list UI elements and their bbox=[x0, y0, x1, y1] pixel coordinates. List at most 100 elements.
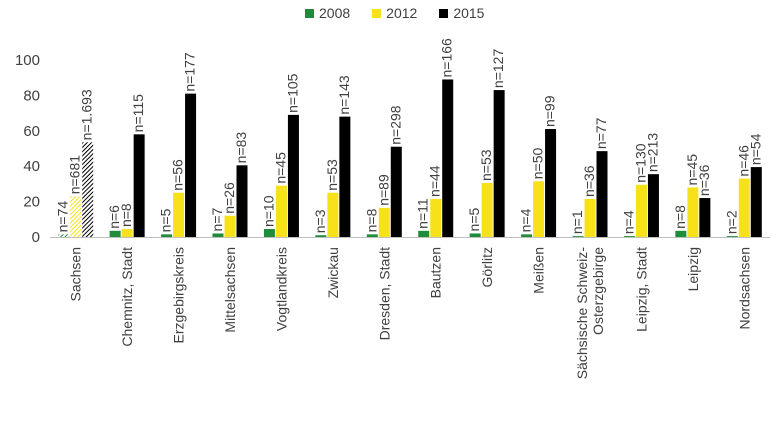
bar-2008 bbox=[572, 236, 584, 237]
bar-value-label: n=143 bbox=[336, 75, 352, 115]
bar-2012 bbox=[533, 181, 545, 237]
legend-swatch-2015 bbox=[439, 8, 449, 18]
x-tick-label: Erzgebirgskreis bbox=[171, 247, 187, 343]
bar-value-label: n=53 bbox=[324, 159, 340, 191]
x-tick-label: Zwickau bbox=[325, 247, 341, 298]
bar-2015 bbox=[185, 93, 197, 237]
bar-labels: n=74n=681n=1.693n=6n=8n=115n=5n=56n=177n… bbox=[55, 38, 764, 234]
x-tick-label: Leipzig, Stadt bbox=[633, 247, 649, 332]
legend-label-2012: 2012 bbox=[386, 5, 418, 21]
bar-2012 bbox=[173, 192, 185, 237]
bar-value-label: n=26 bbox=[221, 182, 237, 214]
legend-item-2012: 2012 bbox=[372, 5, 417, 21]
legend-label-2015: 2015 bbox=[453, 5, 485, 21]
x-tick-label: Leipzig bbox=[685, 247, 701, 291]
bar-value-label: n=53 bbox=[478, 149, 494, 181]
bar-2015 bbox=[287, 114, 299, 237]
y-tick-label: 80 bbox=[23, 87, 40, 104]
legend-swatch-2008 bbox=[305, 8, 314, 18]
legend: 2008 2012 2015 bbox=[305, 5, 484, 21]
bar-value-label: n=45 bbox=[684, 154, 700, 186]
bar-value-label: n=105 bbox=[284, 73, 300, 113]
bar-value-label: n=45 bbox=[272, 152, 288, 184]
bar-2008 bbox=[366, 234, 378, 237]
bar-value-label: n=36 bbox=[581, 165, 597, 197]
bar-value-label: n=74 bbox=[55, 201, 71, 233]
bar-2012 bbox=[378, 207, 390, 237]
bar-2008 bbox=[623, 236, 635, 237]
bar-value-label: n=127 bbox=[490, 49, 506, 89]
bar-value-label: n=6 bbox=[106, 205, 122, 229]
bar-2015 bbox=[82, 142, 94, 237]
bar-2015 bbox=[647, 174, 659, 237]
bar-2012 bbox=[635, 184, 647, 237]
legend-label-2008: 2008 bbox=[319, 5, 351, 21]
bar-value-label: n=177 bbox=[182, 52, 198, 92]
bar-2015 bbox=[699, 198, 711, 237]
bar-2015 bbox=[236, 165, 248, 237]
bar-2012 bbox=[224, 215, 236, 237]
bar-value-label: n=130 bbox=[632, 143, 648, 183]
bar-value-label: n=36 bbox=[696, 164, 712, 196]
bars bbox=[58, 79, 762, 237]
bar-value-label: n=50 bbox=[530, 147, 546, 179]
x-axis: Sachsen Chemnitz, Stadt Erzgebirgskreis Mit… bbox=[50, 237, 770, 380]
bar-value-label: n=44 bbox=[427, 165, 443, 197]
bar-2012 bbox=[481, 183, 493, 237]
bar-value-label: n=8 bbox=[363, 208, 379, 232]
x-tick-label: Bautzen bbox=[428, 247, 444, 298]
bar-2012 bbox=[70, 196, 82, 237]
bar-value-label: n=54 bbox=[747, 133, 763, 165]
x-tick-label: Chemnitz, Stadt bbox=[119, 247, 135, 347]
bar-2015 bbox=[596, 151, 608, 237]
bar-value-label: n=3 bbox=[312, 209, 328, 233]
bar-value-label: n=5 bbox=[466, 207, 482, 231]
x-tick-label: Nordsachsen bbox=[736, 247, 752, 330]
x-tick-label: Osterzgebirge bbox=[590, 247, 606, 335]
bar-value-label: n=83 bbox=[233, 132, 249, 164]
bar-2008 bbox=[469, 233, 481, 237]
x-tick-label: Görlitz bbox=[479, 247, 495, 287]
y-tick-label: 20 bbox=[23, 194, 40, 211]
bar-value-label: n=681 bbox=[67, 155, 83, 195]
x-tick-label: Vogtlandkreis bbox=[273, 247, 289, 331]
x-tick-label: Meißen bbox=[531, 247, 547, 294]
bar-value-label: n=213 bbox=[644, 133, 660, 173]
bar-value-label: n=4 bbox=[620, 210, 636, 234]
bar-2008 bbox=[315, 235, 327, 237]
y-axis: 0 20 40 60 80 100 bbox=[15, 52, 40, 246]
bar-value-label: n=1 bbox=[569, 210, 585, 234]
bar-2012 bbox=[738, 178, 750, 237]
y-tick-label: 100 bbox=[15, 52, 40, 69]
bar-value-label: n=115 bbox=[130, 94, 146, 132]
x-tick-label: Sachsen bbox=[68, 247, 84, 301]
legend-item-2008: 2008 bbox=[305, 5, 350, 21]
y-tick-label: 40 bbox=[23, 158, 40, 175]
bar-2012 bbox=[687, 187, 699, 237]
bar-2015 bbox=[493, 90, 505, 237]
bar-value-label: n=4 bbox=[518, 208, 534, 232]
x-tick-label: Sächsische Schweiz- bbox=[574, 247, 590, 380]
legend-item-2015: 2015 bbox=[439, 5, 484, 21]
bar-2015 bbox=[339, 116, 351, 237]
x-tick-label: Mittelsachsen bbox=[222, 247, 238, 333]
y-tick-label: 0 bbox=[32, 229, 40, 246]
bar-2012 bbox=[327, 192, 339, 237]
bar-2008 bbox=[263, 229, 275, 237]
bar-2012 bbox=[121, 229, 133, 237]
bar-value-label: n=56 bbox=[170, 159, 186, 191]
bar-value-label: n=10 bbox=[260, 195, 276, 227]
bar-value-label: n=7 bbox=[209, 207, 225, 231]
y-tick-label: 60 bbox=[23, 123, 40, 140]
bar-value-label: n=166 bbox=[439, 38, 455, 78]
x-tick-label: Dresden, Stadt bbox=[376, 247, 392, 340]
bar-2008 bbox=[726, 236, 738, 237]
bar-value-label: n=8 bbox=[672, 205, 688, 229]
bar-2015 bbox=[545, 129, 557, 237]
bar-value-label: n=298 bbox=[387, 105, 403, 145]
bar-2008 bbox=[58, 234, 70, 237]
bar-2012 bbox=[430, 198, 442, 237]
bar-2008 bbox=[212, 233, 224, 237]
bar-2008 bbox=[521, 234, 533, 237]
